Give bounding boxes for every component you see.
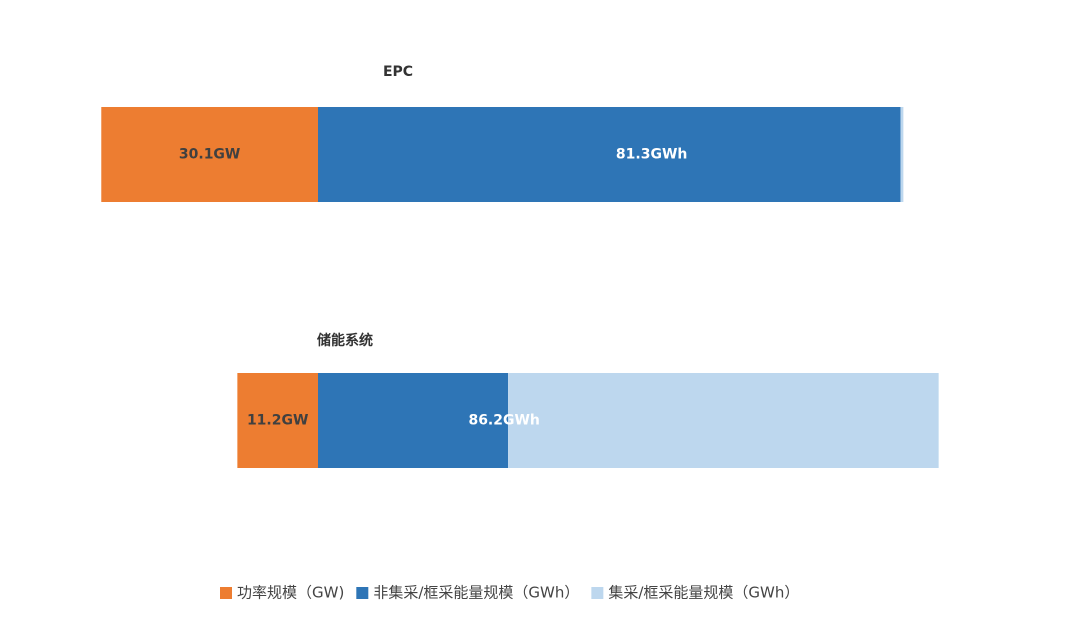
total-label: 81.3GWh <box>616 147 687 163</box>
bar-segment <box>900 107 904 202</box>
legend-swatch <box>591 587 604 599</box>
category-label: EPC <box>383 64 413 80</box>
legend-swatch <box>220 587 232 599</box>
value-label: 11.2GW <box>247 413 308 429</box>
value-label: 30.1GW <box>179 147 240 163</box>
legend-label: 非集采/框采能量规模（GWh） <box>373 584 579 602</box>
legend-swatch <box>356 587 369 599</box>
bar-segment <box>508 373 939 468</box>
bar-segment <box>318 373 509 468</box>
legend-label: 功率规模（GW) <box>237 584 344 602</box>
bar-segment <box>101 107 318 202</box>
category-label: 储能系统 <box>316 332 373 349</box>
bar-segment <box>318 107 901 202</box>
total-label: 86.2GWh <box>468 413 539 429</box>
legend-label: 集采/框采能量规模（GWh） <box>608 584 799 602</box>
bar-segment <box>237 373 318 468</box>
